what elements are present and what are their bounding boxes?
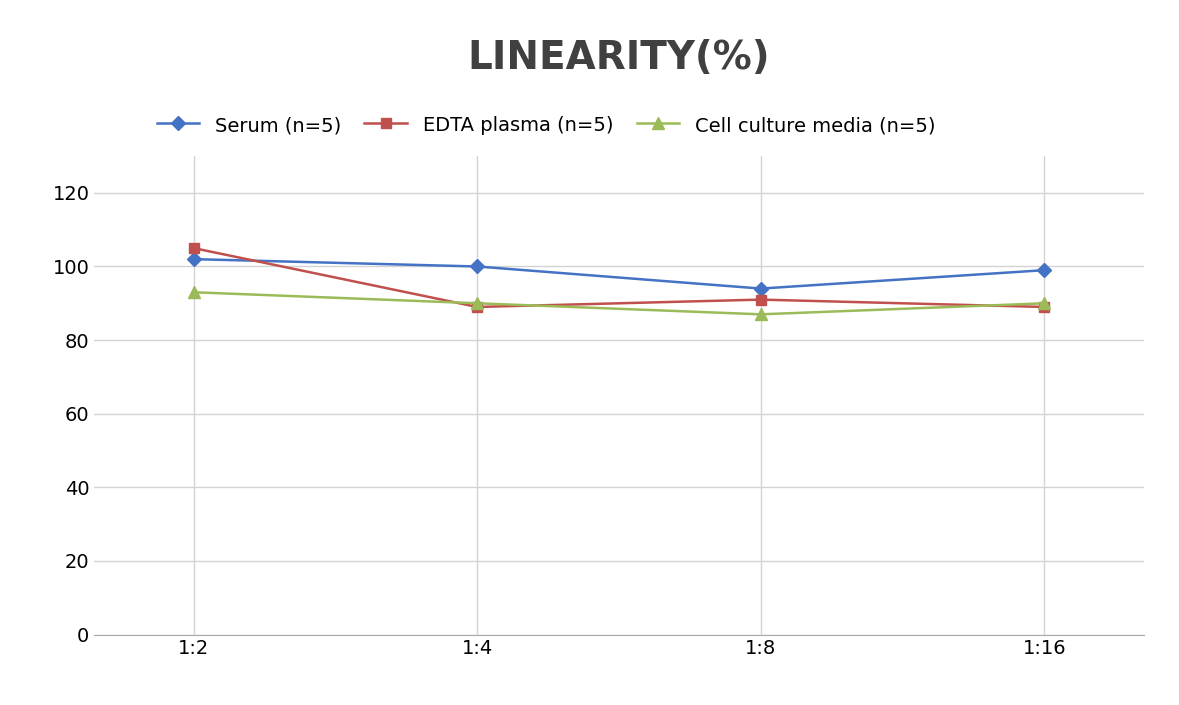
Serum (n=5) <box>753 284 768 293</box>
Text: LINEARITY(%): LINEARITY(%) <box>468 39 770 77</box>
EDTA plasma (n=5) <box>1038 302 1052 311</box>
Line: Cell culture media (n=5): Cell culture media (n=5) <box>187 287 1050 320</box>
Serum (n=5) <box>1038 266 1052 274</box>
Line: Serum (n=5): Serum (n=5) <box>189 255 1049 293</box>
EDTA plasma (n=5) <box>186 244 200 252</box>
Serum (n=5) <box>186 255 200 264</box>
Cell culture media (n=5) <box>470 299 485 307</box>
Cell culture media (n=5) <box>1038 299 1052 307</box>
EDTA plasma (n=5) <box>753 295 768 304</box>
Cell culture media (n=5) <box>186 288 200 297</box>
Cell culture media (n=5) <box>753 310 768 319</box>
Legend: Serum (n=5), EDTA plasma (n=5), Cell culture media (n=5): Serum (n=5), EDTA plasma (n=5), Cell cul… <box>157 116 935 135</box>
Line: EDTA plasma (n=5): EDTA plasma (n=5) <box>189 243 1049 312</box>
Serum (n=5) <box>470 262 485 271</box>
EDTA plasma (n=5) <box>470 302 485 311</box>
